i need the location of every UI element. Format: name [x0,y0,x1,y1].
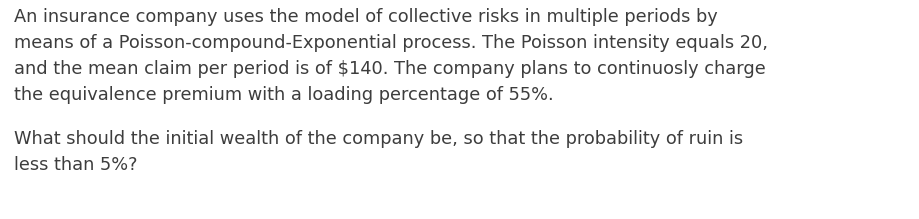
Text: An insurance company uses the model of collective risks in multiple periods by: An insurance company uses the model of c… [14,8,718,26]
Text: means of a Poisson-compound-Exponential process. The Poisson intensity equals 20: means of a Poisson-compound-Exponential … [14,34,768,52]
Text: less than 5%?: less than 5%? [14,156,138,174]
Text: the equivalence premium with a loading percentage of 55%.: the equivalence premium with a loading p… [14,86,553,104]
Text: and the mean claim per period is of $140. The company plans to continuosly charg: and the mean claim per period is of $140… [14,60,766,78]
Text: What should the initial wealth of the company be, so that the probability of rui: What should the initial wealth of the co… [14,130,743,148]
